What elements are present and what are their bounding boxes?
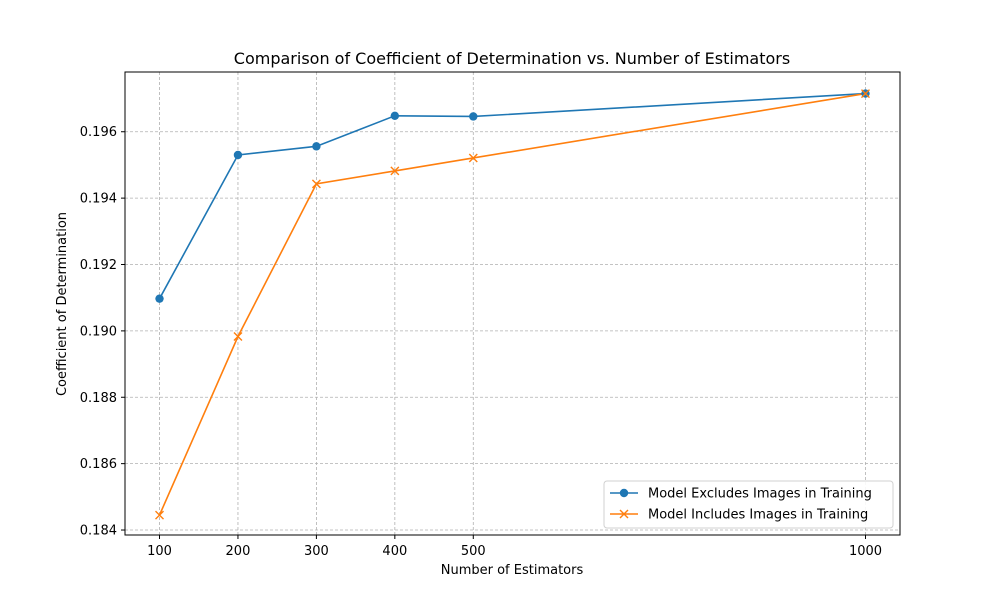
y-axis-ticks: 0.184 0.186 0.188 0.190 0.192 0.194 0.196 — [80, 125, 125, 539]
series-2-point — [468, 153, 478, 163]
y-tick-label: 0.192 — [80, 258, 117, 273]
series-1-point — [155, 294, 164, 303]
y-tick-label: 0.184 — [80, 524, 117, 539]
series-1-point — [312, 142, 321, 151]
y-axis-label: Coefficient of Determination — [55, 212, 70, 396]
x-tick-label: 400 — [382, 544, 407, 559]
legend-label: Model Excludes Images in Training — [648, 487, 872, 502]
x-tick-label: 500 — [461, 544, 486, 559]
series-lines — [158, 92, 866, 516]
legend-label: Model Includes Images in Training — [648, 508, 868, 523]
y-tick-label: 0.194 — [80, 192, 117, 207]
legend-marker-circle — [619, 488, 629, 498]
y-tick-label: 0.196 — [80, 125, 117, 140]
legend-item-2: Model Includes Images in Training — [610, 508, 868, 523]
x-axis-label: Number of Estimators — [441, 563, 584, 578]
x-tick-label: 200 — [226, 544, 251, 559]
series-1-point — [233, 150, 243, 160]
series-2-point — [390, 166, 400, 176]
chart-title: Comparison of Coefficient of Determinati… — [234, 49, 790, 68]
y-tick-label: 0.188 — [80, 391, 117, 406]
series-2-point — [311, 179, 321, 189]
legend-item-1: Model Excludes Images in Training — [610, 487, 872, 502]
x-tick-label: 300 — [304, 544, 329, 559]
series-markers — [155, 89, 870, 520]
x-tick-label: 1000 — [849, 544, 882, 559]
series-2-point — [860, 89, 870, 99]
series-1-point — [469, 112, 478, 121]
series-1-point — [390, 111, 400, 121]
legend-marker-x — [619, 509, 629, 519]
x-tick-label: 100 — [147, 544, 172, 559]
plot-area-frame — [124, 71, 901, 536]
legend-entries: Model Excludes Images in Training Model I… — [610, 487, 872, 523]
legend: Model Excludes Images in Training Model I… — [603, 480, 894, 529]
series-line-2 — [158, 92, 866, 516]
y-tick-label: 0.190 — [80, 324, 117, 339]
legend-box — [603, 480, 894, 529]
y-tick-label: 0.186 — [80, 457, 117, 472]
series-2-point — [155, 510, 165, 520]
series-2-point — [233, 332, 243, 342]
x-axis-ticks: 100 200 300 400 500 1000 — [147, 535, 882, 559]
series-line-1 — [158, 92, 866, 300]
